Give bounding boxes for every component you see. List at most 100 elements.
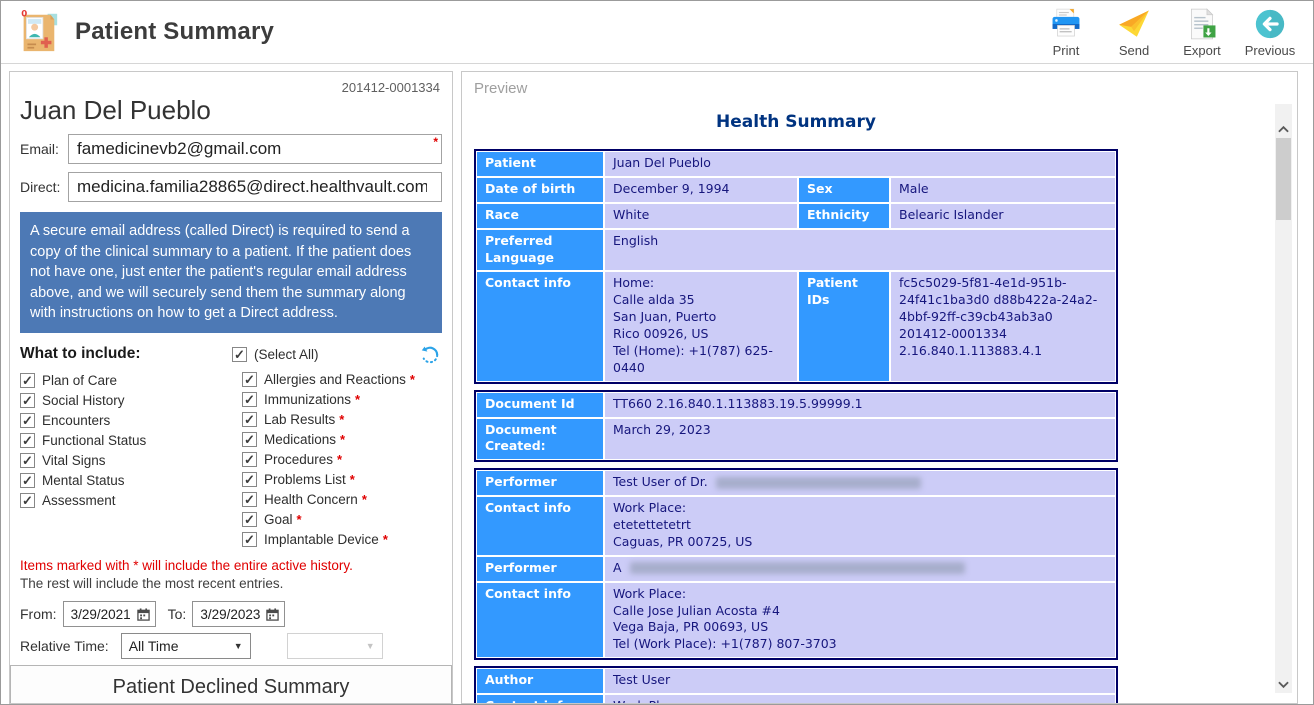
- include-right-column: ✓ (Select All) ✓ Allergies and Reactions * ✓ I…: [232, 345, 442, 550]
- email-row: Email: *: [20, 134, 442, 164]
- preview-label: Preview: [474, 80, 528, 97]
- patient-declined-summary-button[interactable]: Patient Declined Summary: [10, 665, 452, 703]
- row-label: Contact info: [477, 695, 603, 703]
- row-value: Test User: [605, 669, 1115, 693]
- include-item-mental-status[interactable]: ✓ Mental Status: [20, 471, 232, 491]
- include-item-functional-status[interactable]: ✓ Functional Status: [20, 431, 232, 451]
- patient-folder-icon: 0: [15, 9, 61, 55]
- include-item-goal[interactable]: ✓ Goal *: [242, 510, 442, 530]
- checkbox[interactable]: ✓: [242, 452, 257, 468]
- checkbox[interactable]: ✓: [242, 492, 257, 508]
- row-value: Work Place: etetettetetrt Caguas, PR 007…: [605, 497, 1115, 555]
- toolbar: Print Send: [1039, 7, 1313, 58]
- scrollbar-thumb[interactable]: [1276, 138, 1291, 220]
- row-value: fc5c5029-5f81-4e1d-951b-24f41c1ba3d0 d88…: [891, 272, 1115, 381]
- checkbox[interactable]: ✓: [242, 432, 257, 448]
- include-item-implantable-device[interactable]: ✓ Implantable Device *: [242, 530, 442, 550]
- include-item-social-history-label: Social History: [42, 393, 125, 409]
- table-row: Author Test User: [477, 669, 1115, 693]
- include-item-vital-signs-label: Vital Signs: [42, 453, 106, 469]
- patient-name: Juan Del Pueblo: [20, 95, 211, 125]
- required-star: *: [355, 392, 361, 408]
- checkbox[interactable]: ✓: [232, 347, 247, 363]
- scroll-down-arrow[interactable]: [1275, 676, 1292, 693]
- row-label: Date of birth: [477, 177, 603, 202]
- send-button[interactable]: Send: [1107, 7, 1161, 58]
- secondary-select-disabled: ▼: [286, 633, 383, 659]
- checkbox[interactable]: ✓: [20, 473, 35, 489]
- row-value: TT660 2.16.840.1.113883.19.5.99999.1: [605, 392, 1115, 417]
- checkbox[interactable]: ✓: [20, 373, 35, 389]
- include-item-allergies-and-reactions[interactable]: ✓ Allergies and Reactions *: [242, 370, 442, 390]
- checkbox[interactable]: ✓: [242, 392, 257, 408]
- checkbox[interactable]: ✓: [242, 372, 257, 388]
- health-summary-document: Health Summary Patient Juan Del Pueblo Dat…: [474, 112, 1118, 703]
- table-row: Document Created: March 29, 2023: [477, 418, 1115, 460]
- printer-icon: [1052, 8, 1080, 36]
- print-label: Print: [1052, 42, 1080, 58]
- include-item-lab-results[interactable]: ✓ Lab Results *: [242, 410, 442, 430]
- select-all[interactable]: ✓ (Select All): [232, 345, 442, 365]
- recent-entries-note: The rest will include the most recent en…: [20, 575, 284, 591]
- include-item-plan-of-care[interactable]: ✓ Plan of Care: [20, 371, 232, 391]
- include-item-social-history[interactable]: ✓ Social History: [20, 391, 232, 411]
- include-item-mental-status-label: Mental Status: [42, 473, 125, 489]
- checkbox[interactable]: ✓: [20, 493, 35, 509]
- direct-address-field[interactable]: [68, 172, 442, 202]
- include-item-problems-list[interactable]: ✓ Problems List *: [242, 470, 442, 490]
- scroll-up-arrow[interactable]: [1275, 120, 1292, 137]
- include-heading: What to include:: [20, 344, 141, 362]
- summary-section: Document Id TT660 2.16.840.1.113883.19.5.…: [474, 389, 1118, 463]
- include-item-procedures[interactable]: ✓ Procedures *: [242, 450, 442, 470]
- include-item-immunizations-label: Immunizations: [264, 392, 352, 408]
- table-row: Preferred Language English: [477, 229, 1115, 271]
- select-all-label: (Select All): [254, 347, 319, 363]
- to-date-picker[interactable]: 3/29/2023: [192, 601, 286, 627]
- export-button[interactable]: Export: [1175, 7, 1229, 58]
- direct-label: Direct:: [20, 179, 61, 195]
- table-row: Performer A: [477, 556, 1115, 581]
- from-date-picker[interactable]: 3/29/2021: [62, 601, 156, 627]
- checkbox[interactable]: ✓: [20, 433, 35, 449]
- include-item-immunizations[interactable]: ✓ Immunizations *: [242, 390, 442, 410]
- include-item-medications[interactable]: ✓ Medications *: [242, 430, 442, 450]
- required-star: *: [382, 532, 388, 548]
- app-header: 0 Patient Summary Print: [1, 1, 1313, 64]
- include-item-encounters-label: Encounters: [42, 413, 111, 429]
- include-item-implantable-device-label: Implantable Device: [264, 532, 379, 548]
- preview-scrollbar[interactable]: [1275, 104, 1292, 693]
- email-input-wrap: *: [68, 134, 442, 164]
- export-label: Export: [1183, 42, 1221, 58]
- checkbox[interactable]: ✓: [242, 512, 257, 528]
- patient-panel: 201412-0001334 Juan Del Pueblo Email: * …: [9, 71, 453, 704]
- row-label: Patient IDs: [799, 272, 889, 381]
- checkbox[interactable]: ✓: [20, 453, 35, 469]
- required-star: *: [296, 512, 302, 528]
- row-label: Contact info: [477, 497, 603, 555]
- row-label: Document Id: [477, 392, 603, 417]
- checkbox[interactable]: ✓: [20, 393, 35, 409]
- include-item-assessment[interactable]: ✓ Assessment: [20, 491, 232, 511]
- refresh-icon[interactable]: [418, 343, 442, 367]
- previous-button[interactable]: Previous: [1243, 7, 1297, 58]
- row-value: Juan Del Pueblo: [605, 152, 1115, 176]
- include-item-health-concern[interactable]: ✓ Health Concern *: [242, 490, 442, 510]
- checkbox[interactable]: ✓: [242, 472, 257, 488]
- table-row: Document Id TT660 2.16.840.1.113883.19.5.…: [477, 392, 1115, 417]
- include-item-vital-signs[interactable]: ✓ Vital Signs: [20, 451, 232, 471]
- health-summary-table: Patient Juan Del Pueblo Date of birth Decem…: [474, 149, 1118, 703]
- row-value: Male: [891, 177, 1115, 202]
- include-item-encounters[interactable]: ✓ Encounters: [20, 411, 232, 431]
- email-field[interactable]: [68, 134, 442, 164]
- checkbox[interactable]: ✓: [242, 412, 257, 428]
- row-value: December 9, 1994: [605, 177, 797, 202]
- print-button[interactable]: Print: [1039, 7, 1093, 58]
- checkbox[interactable]: ✓: [20, 413, 35, 429]
- checkbox[interactable]: ✓: [242, 532, 257, 548]
- relative-time-select[interactable]: All Time ▼: [120, 633, 251, 659]
- document-title: Health Summary: [716, 112, 876, 132]
- table-row: Contact info Home: Calle alda 35 San Juan…: [477, 272, 1115, 381]
- previous-label: Previous: [1244, 42, 1296, 58]
